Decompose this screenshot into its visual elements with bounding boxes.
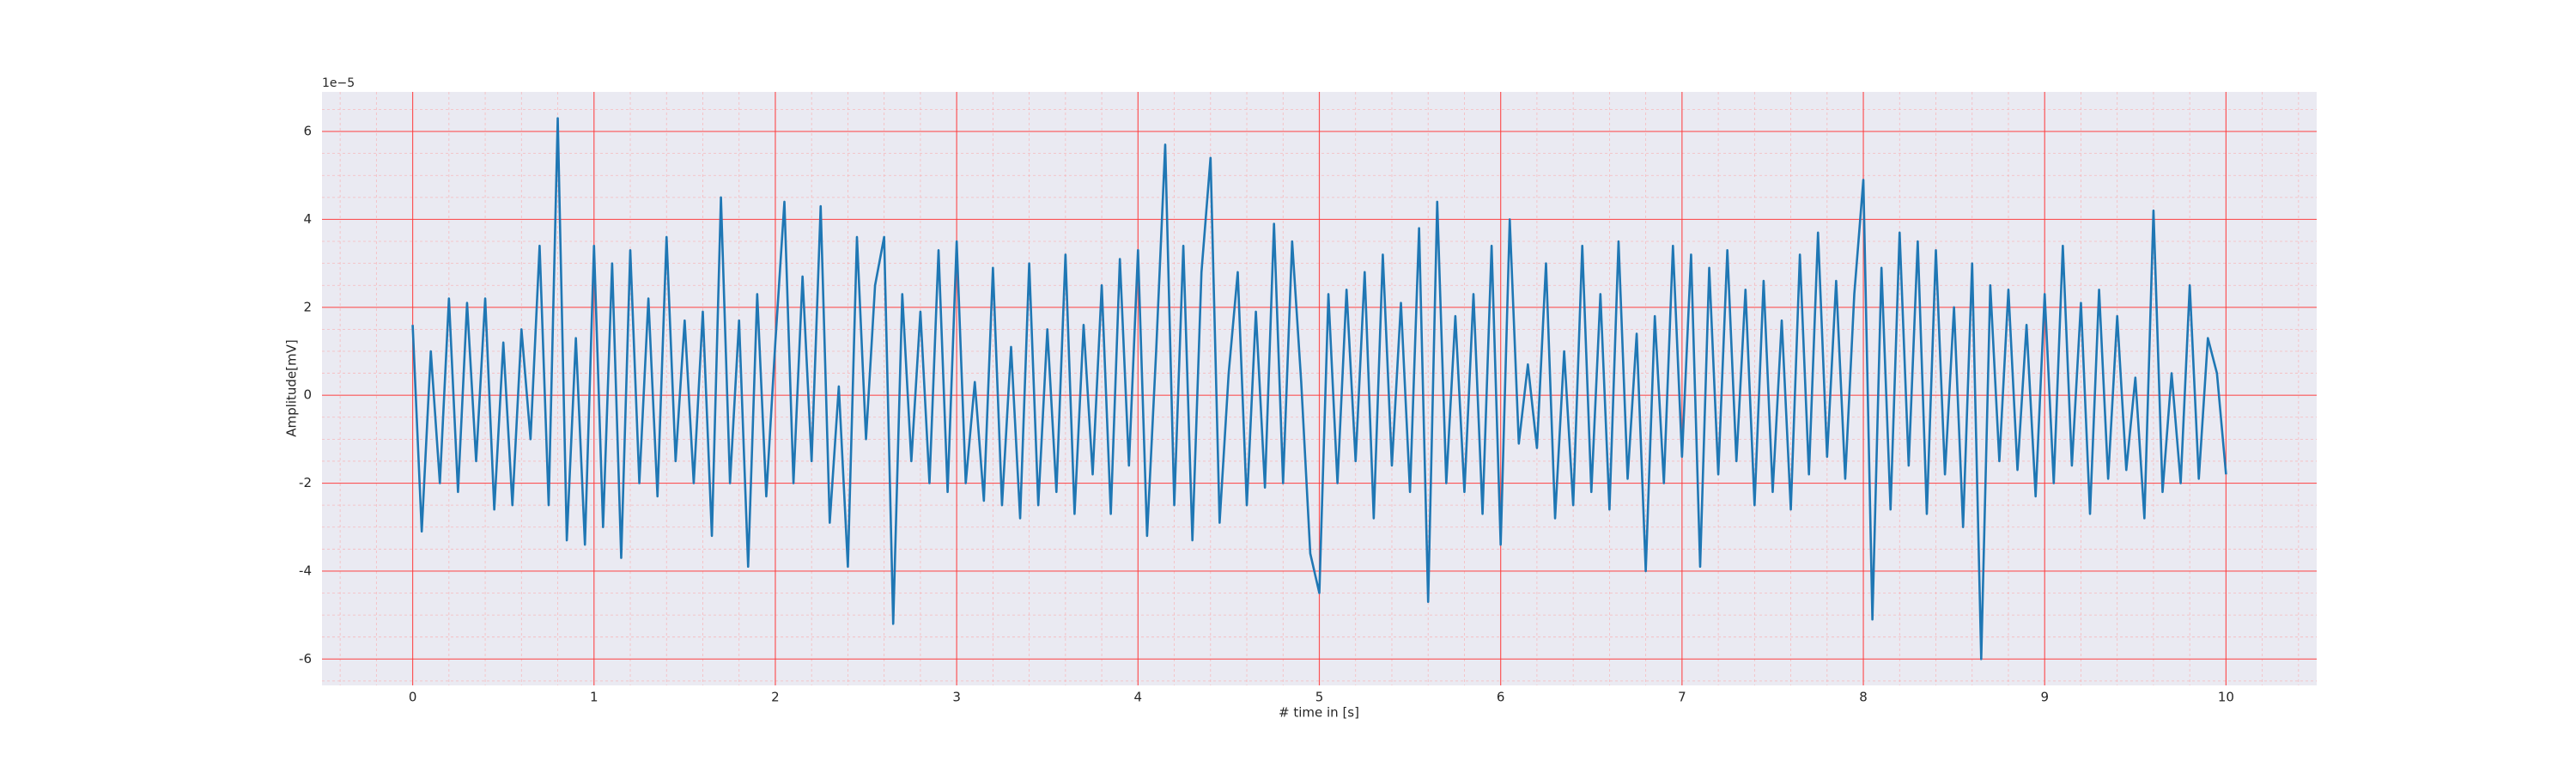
y-axis-label: Amplitude[mV]	[284, 339, 300, 436]
offset-label: 1e−5	[322, 76, 355, 90]
y-tick-label: -6	[299, 651, 312, 666]
x-tick-label: 1	[590, 690, 598, 705]
y-tick-label: -4	[299, 563, 312, 578]
y-tick-label: 6	[303, 124, 312, 139]
lines	[411, 117, 2227, 660]
x-tick-label: 3	[952, 690, 961, 705]
x-tick-label: 5	[1315, 690, 1324, 705]
x-axis-label: # time in [s]	[1279, 705, 1359, 721]
y-tick-label: -2	[299, 475, 312, 490]
x-tick-label: 10	[2218, 690, 2234, 705]
x-tick-label: 0	[409, 690, 417, 705]
x-tick-label: 2	[771, 690, 780, 705]
x-tick-label: 7	[1678, 690, 1686, 705]
y-tick-label: 0	[303, 387, 312, 403]
x-tick-label: 9	[2040, 690, 2049, 705]
x-tick-label: 8	[1859, 690, 1868, 705]
x-tick-label: 4	[1134, 690, 1143, 705]
labels: 0 1 2 3 4 5 6 7 8 9 10 -6 -4 -2 0 2 4 6	[299, 124, 2234, 705]
y-tick-label: 4	[303, 211, 312, 227]
x-tick-label: 6	[1497, 690, 1505, 705]
y-tick-label: 2	[303, 299, 312, 314]
signal-line	[411, 117, 2227, 660]
